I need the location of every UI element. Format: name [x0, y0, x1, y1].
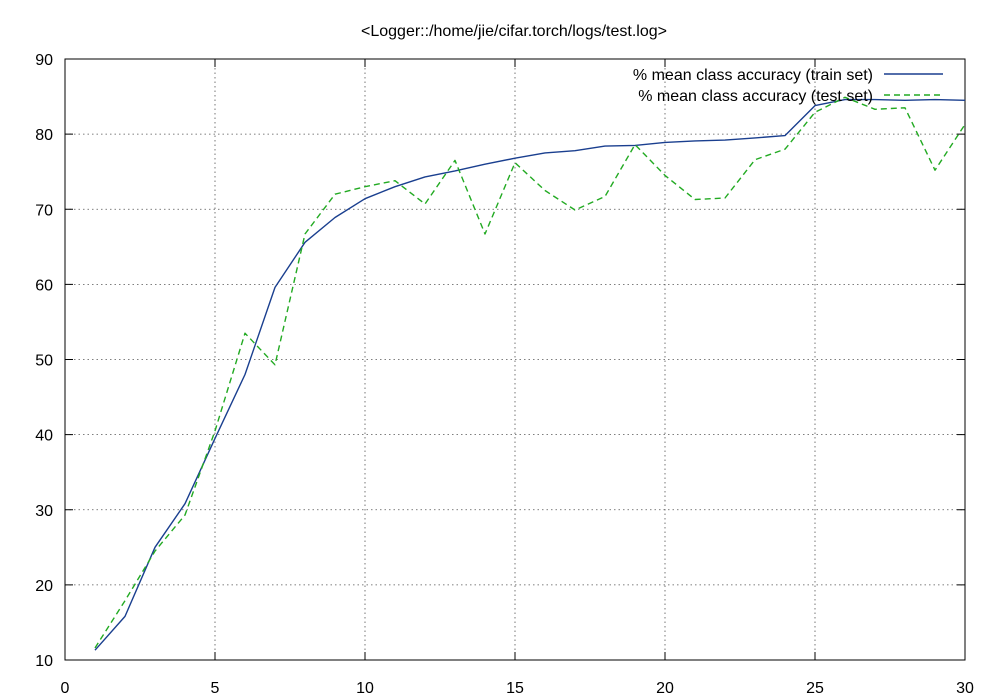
axis-ticks: 0 5 10 15 20 25 30 10 20 30 40 50 60 70 80 90 [35, 52, 974, 697]
y-tick-label: 20 [35, 578, 53, 595]
y-tick-label: 10 [35, 653, 53, 670]
x-tick-label: 25 [806, 680, 824, 697]
y-tick-label: 40 [35, 428, 53, 445]
series [94, 96, 966, 651]
legend-label: % mean class accuracy (train set) [633, 67, 873, 84]
series-line-test [94, 96, 966, 649]
y-tick-label: 50 [35, 353, 53, 370]
x-tick-label: 0 [61, 680, 70, 697]
series-line-train [94, 98, 966, 651]
grid [65, 59, 965, 660]
x-tick-label: 20 [656, 680, 674, 697]
legend-label: % mean class accuracy (test set) [638, 88, 873, 105]
y-tick-label: 80 [35, 127, 53, 144]
legend: % mean class accuracy (train set) % mean … [633, 67, 943, 105]
x-tick-label: 10 [356, 680, 374, 697]
y-tick-label: 70 [35, 202, 53, 219]
x-tick-label: 30 [956, 680, 974, 697]
chart-title: <Logger::/home/jie/cifar.torch/logs/test… [361, 23, 667, 40]
x-tick-label: 15 [506, 680, 524, 697]
y-tick-label: 60 [35, 277, 53, 294]
y-tick-label: 30 [35, 503, 53, 520]
x-tick-label: 5 [211, 680, 220, 697]
y-tick-label: 90 [35, 52, 53, 69]
